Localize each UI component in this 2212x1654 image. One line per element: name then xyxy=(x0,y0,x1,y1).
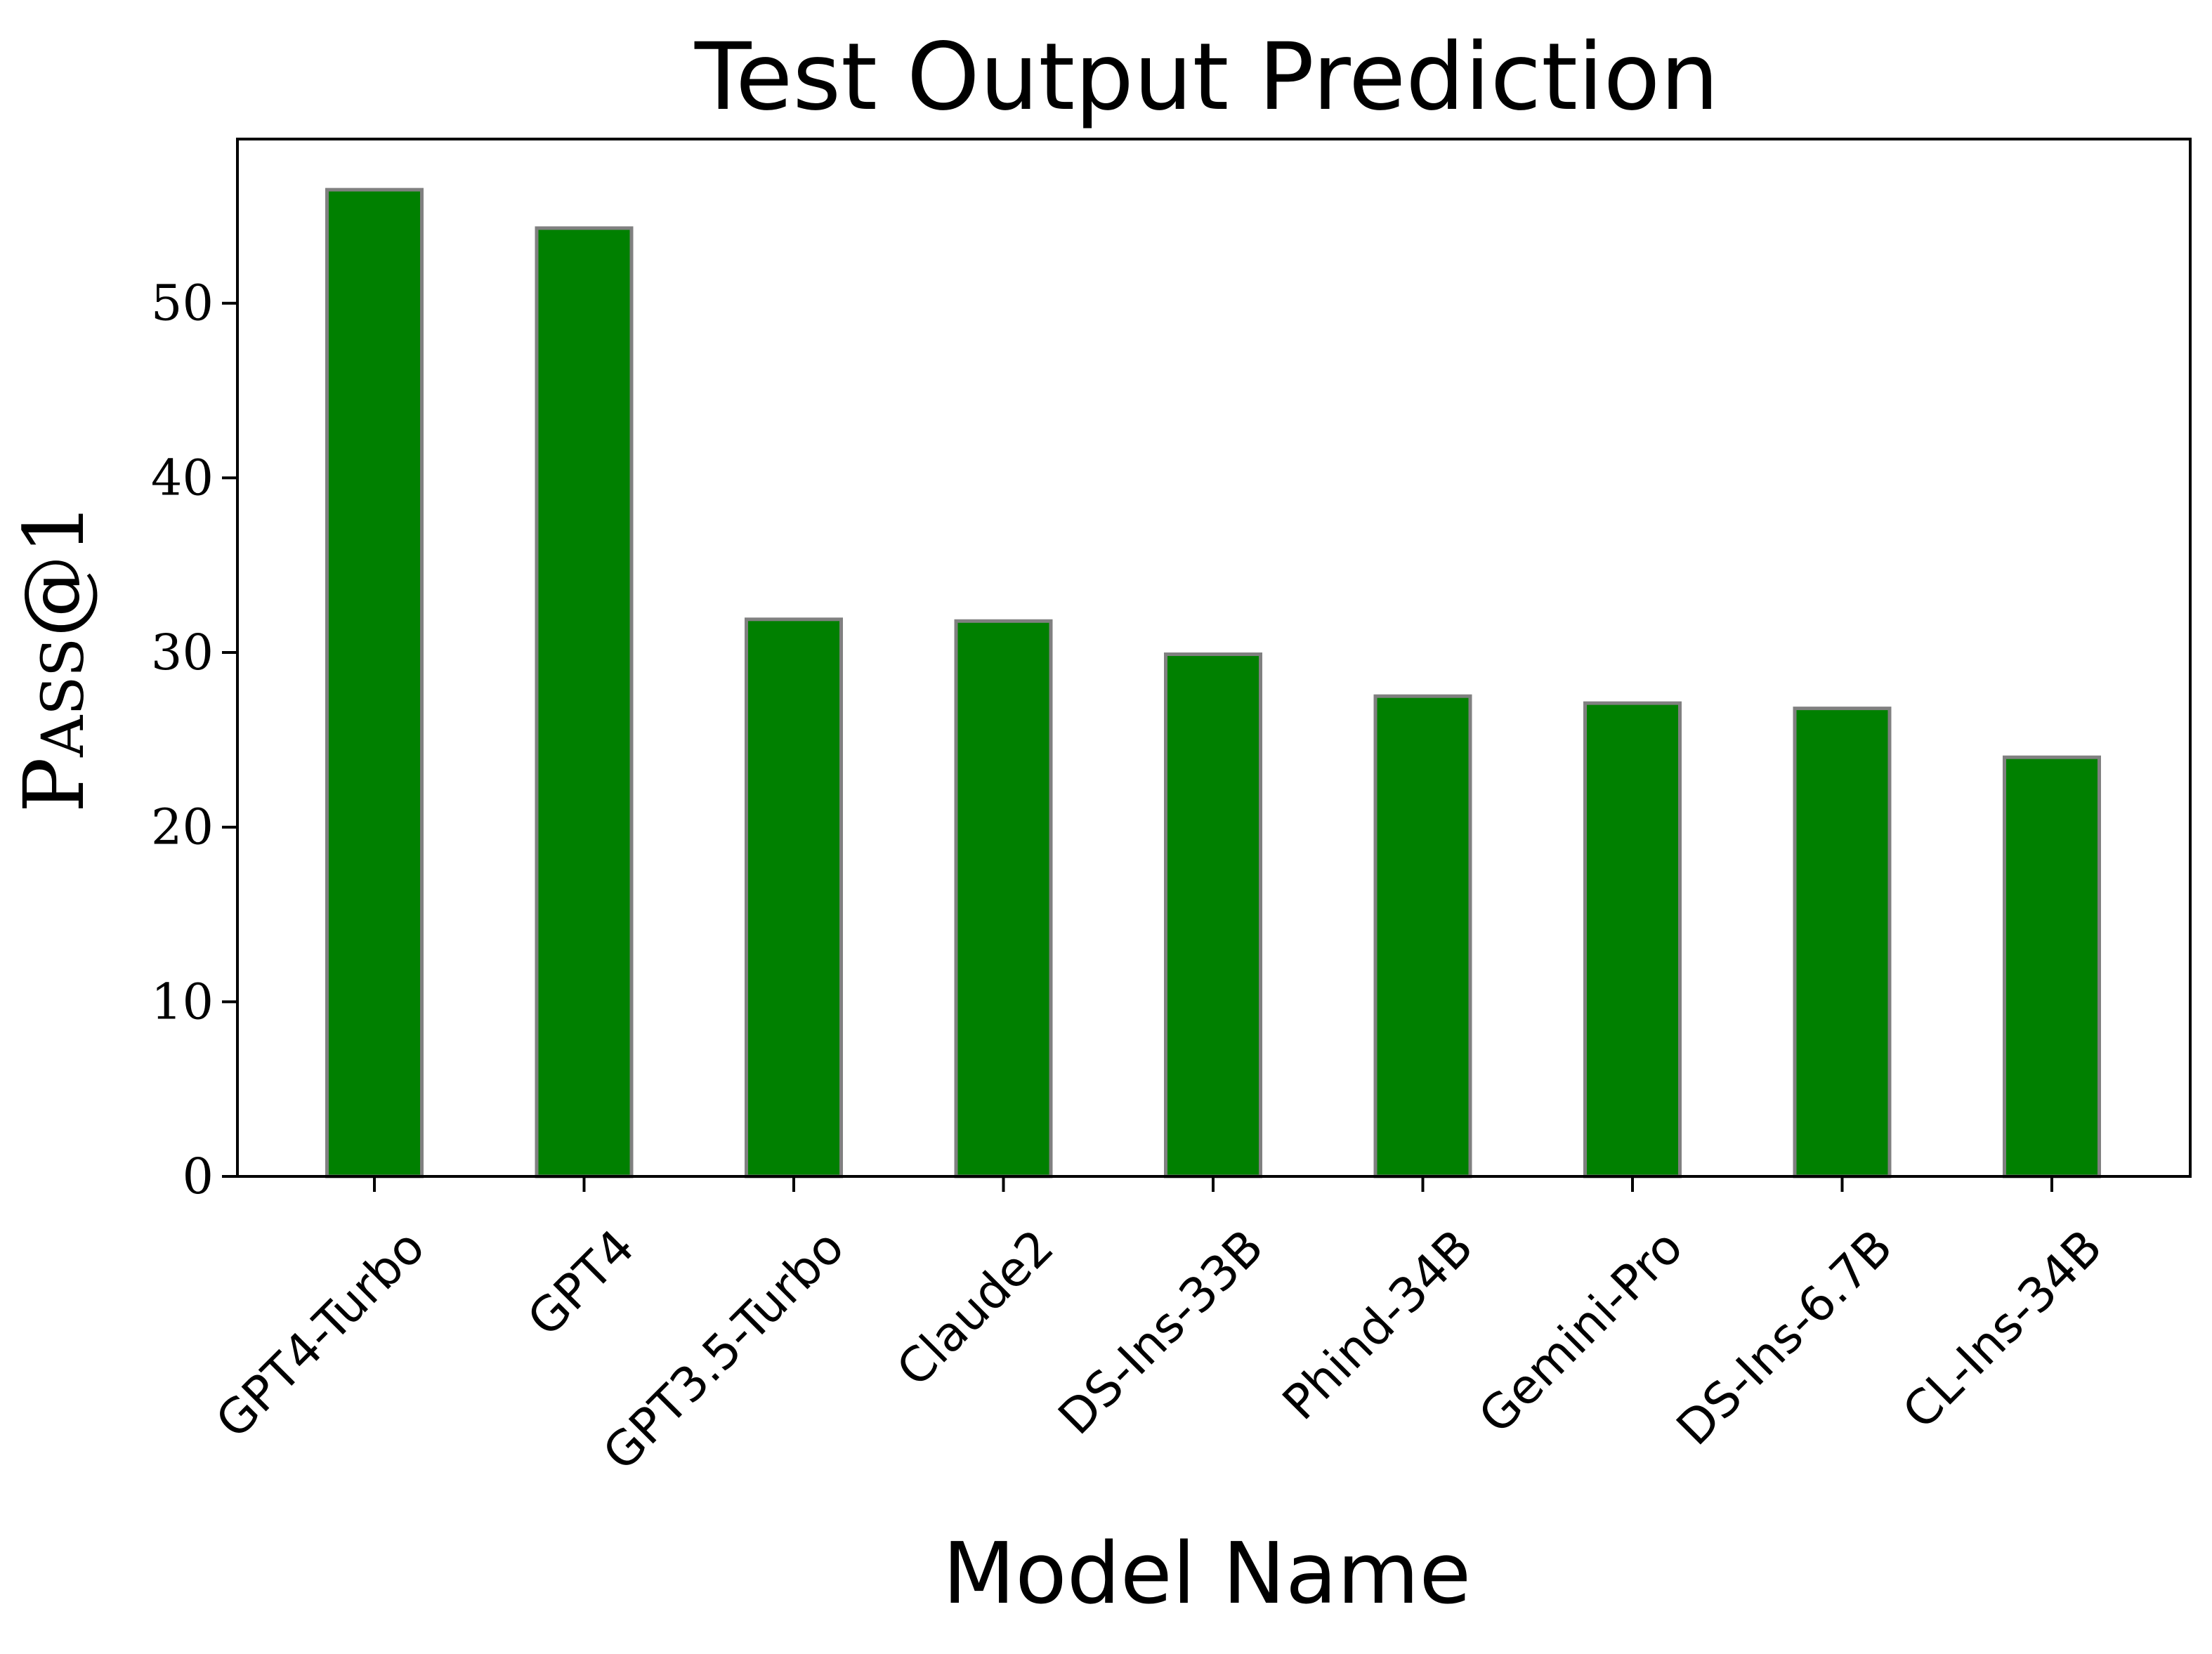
y-axis-label-part: P xyxy=(6,757,103,813)
bar-5 xyxy=(1164,652,1262,1179)
y-axis-label-part: @1 xyxy=(6,502,103,638)
bar-7 xyxy=(1583,701,1682,1179)
bar-4 xyxy=(954,619,1053,1179)
bar-6 xyxy=(1373,694,1472,1179)
bar-8 xyxy=(1793,707,1892,1179)
y-tick-label: 50 xyxy=(151,275,214,332)
plot-area-frame xyxy=(236,138,2192,1178)
chart-title: Test Output Prediction xyxy=(694,23,1719,131)
y-tick-label: 10 xyxy=(151,973,214,1030)
bar-9 xyxy=(2003,755,2101,1179)
y-axis-label: PASS@1 xyxy=(6,502,103,813)
bar-1 xyxy=(325,188,424,1179)
bar-2 xyxy=(535,226,634,1179)
y-tick-group: 0 10 20 30 40 50 xyxy=(151,275,237,1205)
y-tick-label: 0 xyxy=(182,1148,214,1205)
y-tick-label: 40 xyxy=(151,449,214,506)
y-axis-label-part: ASS xyxy=(30,638,97,758)
y-tick-label: 20 xyxy=(151,799,214,856)
bar-group xyxy=(325,188,2101,1179)
x-axis-label: Model Name xyxy=(943,1525,1471,1623)
bar-3 xyxy=(745,617,843,1179)
y-tick-label: 30 xyxy=(151,624,214,681)
